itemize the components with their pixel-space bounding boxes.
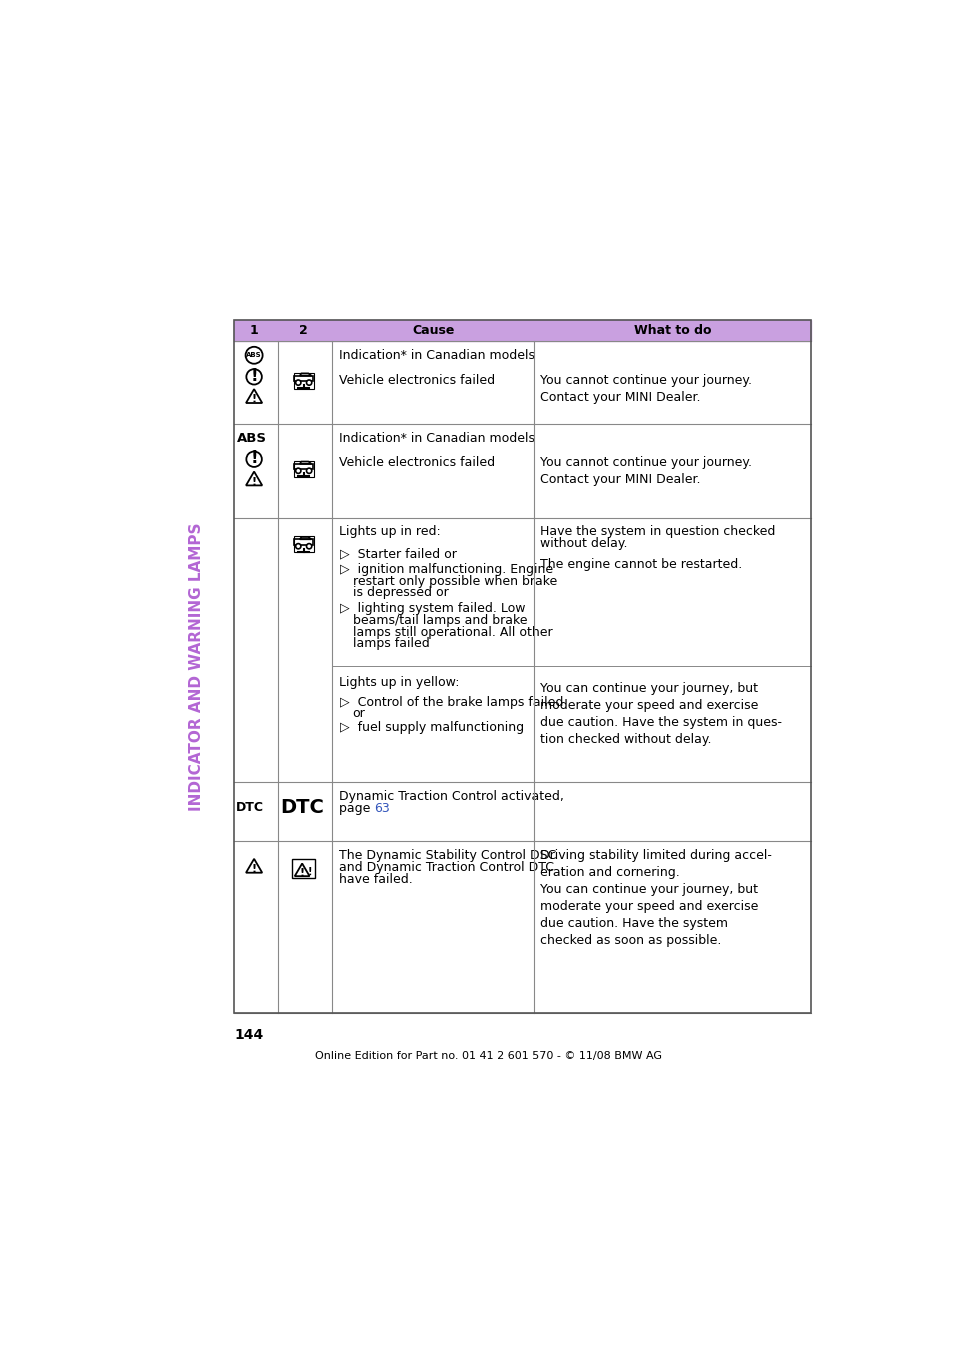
Text: Online Edition for Part no. 01 41 2 601 570 - © 11/08 BMW AG: Online Edition for Part no. 01 41 2 601 … <box>315 1052 661 1061</box>
Text: You can continue your journey, but
moderate your speed and exercise
due caution.: You can continue your journey, but moder… <box>539 682 781 745</box>
Text: The engine cannot be restarted.: The engine cannot be restarted. <box>539 558 741 571</box>
Text: !: ! <box>299 868 304 879</box>
Text: beams/tail lamps and brake: beams/tail lamps and brake <box>353 614 526 626</box>
Text: The Dynamic Stability Control DSC: The Dynamic Stability Control DSC <box>338 849 556 861</box>
Text: lamps failed: lamps failed <box>353 637 429 651</box>
Circle shape <box>295 468 300 474</box>
Text: ▷  Starter failed or: ▷ Starter failed or <box>340 547 456 560</box>
Bar <box>294 460 314 477</box>
Text: Lights up in red:: Lights up in red: <box>338 525 440 539</box>
Text: Have the system in question checked: Have the system in question checked <box>539 525 775 539</box>
Text: !: ! <box>307 867 312 878</box>
Text: 1: 1 <box>250 324 258 338</box>
Text: Vehicle electronics failed: Vehicle electronics failed <box>338 456 495 470</box>
Text: Dynamic Traction Control activated,: Dynamic Traction Control activated, <box>338 790 563 802</box>
Text: What to do: What to do <box>633 324 711 338</box>
Text: DTC: DTC <box>280 798 324 817</box>
Text: have failed.: have failed. <box>338 873 412 887</box>
Text: ABS: ABS <box>236 432 267 444</box>
Bar <box>233 320 810 342</box>
Text: INDICATOR AND WARNING LAMPS: INDICATOR AND WARNING LAMPS <box>189 522 204 810</box>
Text: restart only possible when brake: restart only possible when brake <box>353 575 557 587</box>
Text: without delay.: without delay. <box>539 537 627 549</box>
Text: You cannot continue your journey.
Contact your MINI Dealer.: You cannot continue your journey. Contac… <box>539 456 751 486</box>
Text: ABS: ABS <box>246 352 262 358</box>
Text: Indication* in Canadian models: Indication* in Canadian models <box>338 432 534 444</box>
Bar <box>294 375 313 381</box>
Text: and Dynamic Traction Control DTC: and Dynamic Traction Control DTC <box>338 861 553 875</box>
Text: ▷  lighting system failed. Low: ▷ lighting system failed. Low <box>340 602 525 616</box>
Circle shape <box>306 468 312 474</box>
Text: ▷  fuel supply malfunctioning: ▷ fuel supply malfunctioning <box>340 721 524 734</box>
Text: 2: 2 <box>299 324 308 338</box>
Text: Cause: Cause <box>412 324 454 338</box>
Text: You cannot continue your journey.
Contact your MINI Dealer.: You cannot continue your journey. Contac… <box>539 374 751 404</box>
Bar <box>294 373 314 389</box>
Circle shape <box>295 379 300 385</box>
Circle shape <box>306 544 312 549</box>
Text: !: ! <box>252 864 256 873</box>
Text: Vehicle electronics failed: Vehicle electronics failed <box>338 374 495 386</box>
Text: ▷  Control of the brake lamps failed: ▷ Control of the brake lamps failed <box>340 695 563 709</box>
Text: !: ! <box>250 367 257 385</box>
Text: lamps still operational. All other: lamps still operational. All other <box>353 625 552 639</box>
Text: Driving stability limited during accel-
eration and cornering.
You can continue : Driving stability limited during accel- … <box>539 849 771 946</box>
Circle shape <box>306 379 312 385</box>
Text: DTC: DTC <box>236 801 264 814</box>
Text: 63: 63 <box>374 802 390 815</box>
Text: ▷  ignition malfunctioning. Engine: ▷ ignition malfunctioning. Engine <box>340 563 553 576</box>
Text: or: or <box>353 707 365 720</box>
Text: 144: 144 <box>233 1029 263 1042</box>
Bar <box>294 539 313 544</box>
Bar <box>294 464 313 470</box>
Circle shape <box>295 544 300 549</box>
Text: !: ! <box>252 394 256 404</box>
Text: !: ! <box>252 477 256 487</box>
Text: Lights up in yellow:: Lights up in yellow: <box>338 675 458 688</box>
Bar <box>294 536 314 552</box>
Text: is depressed or: is depressed or <box>353 586 448 599</box>
Text: Indication* in Canadian models: Indication* in Canadian models <box>338 350 534 362</box>
Text: !: ! <box>250 450 257 467</box>
Bar <box>233 320 810 1012</box>
Text: page: page <box>338 802 377 815</box>
